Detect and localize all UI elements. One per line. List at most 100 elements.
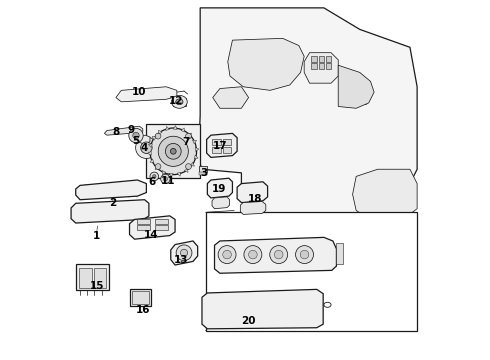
Ellipse shape	[171, 148, 176, 154]
Ellipse shape	[274, 250, 283, 259]
Text: 17: 17	[213, 141, 227, 151]
Bar	[223, 139, 231, 145]
Bar	[130, 289, 151, 306]
Bar	[172, 98, 186, 106]
Bar	[212, 147, 220, 153]
Ellipse shape	[244, 246, 262, 264]
Bar	[132, 291, 149, 305]
Polygon shape	[184, 168, 188, 172]
Bar	[137, 225, 150, 230]
Polygon shape	[116, 87, 177, 102]
Bar	[212, 139, 220, 145]
Ellipse shape	[161, 174, 170, 184]
Polygon shape	[228, 39, 304, 90]
Polygon shape	[170, 173, 173, 177]
Ellipse shape	[223, 250, 231, 259]
Polygon shape	[148, 144, 152, 148]
Polygon shape	[304, 53, 338, 83]
Polygon shape	[195, 148, 199, 151]
Ellipse shape	[155, 164, 161, 170]
Polygon shape	[155, 166, 159, 170]
Polygon shape	[173, 126, 177, 129]
Ellipse shape	[141, 142, 152, 153]
Ellipse shape	[155, 133, 161, 139]
Polygon shape	[177, 172, 181, 176]
Bar	[76, 264, 109, 290]
Ellipse shape	[166, 143, 181, 159]
Polygon shape	[71, 200, 149, 223]
Text: 4: 4	[141, 143, 148, 153]
Bar	[199, 166, 207, 172]
Polygon shape	[215, 237, 337, 273]
Ellipse shape	[176, 99, 183, 105]
Polygon shape	[194, 155, 198, 159]
Polygon shape	[338, 65, 374, 108]
Polygon shape	[152, 136, 156, 140]
Text: 3: 3	[200, 168, 207, 178]
Text: 10: 10	[132, 87, 147, 97]
Text: 5: 5	[132, 136, 139, 145]
Text: 16: 16	[136, 305, 150, 315]
Bar	[94, 267, 105, 288]
Ellipse shape	[163, 177, 168, 181]
Polygon shape	[171, 241, 197, 265]
Text: 9: 9	[128, 125, 135, 135]
Text: 13: 13	[174, 255, 189, 265]
Bar	[155, 219, 168, 224]
Bar	[223, 147, 231, 153]
Ellipse shape	[158, 136, 188, 166]
Bar	[199, 172, 207, 175]
Bar	[137, 219, 150, 224]
Polygon shape	[202, 289, 323, 329]
Polygon shape	[158, 130, 162, 134]
Polygon shape	[198, 8, 417, 232]
Ellipse shape	[150, 172, 159, 181]
Polygon shape	[137, 135, 150, 144]
Text: 12: 12	[169, 96, 183, 106]
Text: 18: 18	[247, 194, 262, 204]
Polygon shape	[212, 197, 230, 209]
Text: 6: 6	[148, 177, 155, 187]
Polygon shape	[353, 169, 417, 220]
Text: 7: 7	[182, 138, 190, 147]
Polygon shape	[318, 63, 324, 69]
Bar	[147, 125, 200, 178]
Polygon shape	[76, 180, 147, 200]
Text: 15: 15	[90, 281, 104, 291]
Text: 2: 2	[109, 198, 116, 208]
Ellipse shape	[172, 95, 187, 108]
Text: 14: 14	[144, 230, 158, 239]
Text: 8: 8	[112, 127, 120, 136]
Ellipse shape	[295, 246, 314, 264]
Polygon shape	[181, 128, 184, 132]
Polygon shape	[240, 202, 266, 215]
Polygon shape	[147, 151, 151, 155]
Ellipse shape	[129, 129, 143, 143]
Ellipse shape	[218, 246, 236, 264]
Ellipse shape	[136, 137, 157, 158]
Bar	[79, 267, 92, 288]
Polygon shape	[213, 87, 248, 108]
Polygon shape	[207, 134, 237, 157]
Ellipse shape	[248, 250, 257, 259]
Ellipse shape	[150, 128, 196, 175]
Ellipse shape	[152, 175, 156, 178]
Bar	[155, 225, 168, 230]
Polygon shape	[326, 63, 331, 69]
Ellipse shape	[133, 132, 139, 139]
Polygon shape	[129, 216, 175, 239]
Polygon shape	[318, 56, 324, 62]
Bar	[337, 243, 343, 264]
Polygon shape	[326, 56, 331, 62]
Polygon shape	[311, 63, 317, 69]
Polygon shape	[193, 140, 196, 144]
Polygon shape	[237, 182, 268, 203]
Polygon shape	[162, 171, 166, 175]
Polygon shape	[150, 159, 154, 162]
Text: 11: 11	[161, 176, 175, 186]
Polygon shape	[188, 133, 192, 137]
Text: 20: 20	[242, 316, 256, 325]
Polygon shape	[311, 56, 317, 62]
Bar	[205, 212, 417, 330]
Polygon shape	[166, 126, 170, 130]
